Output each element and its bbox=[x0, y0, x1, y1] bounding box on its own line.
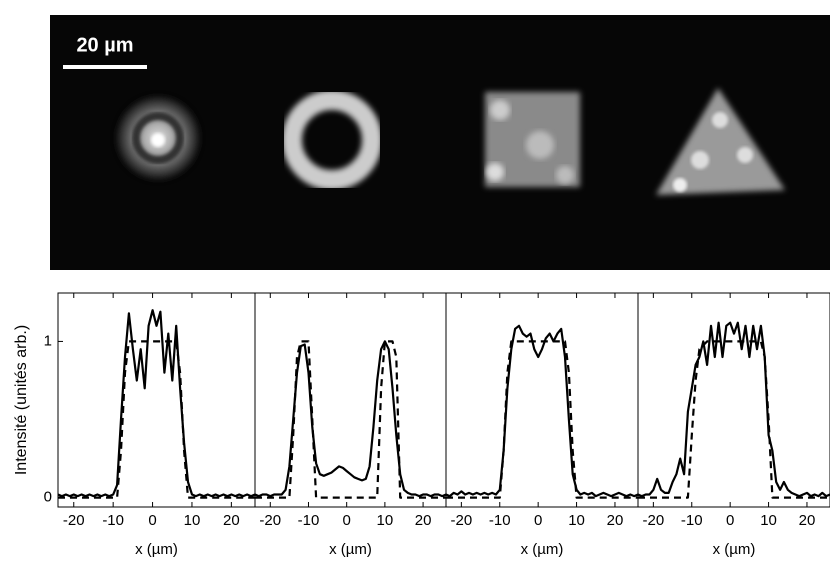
x-tick-label: 0 bbox=[148, 512, 156, 529]
x-tick-label: 0 bbox=[726, 512, 734, 529]
x-tick-label: 10 bbox=[760, 512, 777, 529]
measured-profile bbox=[637, 321, 830, 498]
x-tick-label: -10 bbox=[298, 512, 320, 529]
x-tick-label: -20 bbox=[63, 512, 85, 529]
target-profile bbox=[255, 340, 446, 499]
target-profile bbox=[638, 340, 830, 499]
target-profile bbox=[446, 340, 638, 499]
x-tick-label: -20 bbox=[259, 512, 281, 529]
x-tick-label: 0 bbox=[343, 512, 351, 529]
measured-profile bbox=[445, 324, 639, 498]
x-tick-label: -10 bbox=[681, 512, 703, 529]
x-tick-label: 20 bbox=[607, 512, 624, 529]
y-tick-label: 1 bbox=[44, 332, 52, 349]
plot-frame bbox=[637, 292, 830, 508]
x-axis-label: x (µm) bbox=[135, 541, 178, 558]
x-tick-label: 20 bbox=[799, 512, 816, 529]
measured-profile bbox=[254, 340, 447, 498]
x-tick-label: 10 bbox=[377, 512, 394, 529]
x-tick-label: 10 bbox=[184, 512, 201, 529]
x-axis-label: x (µm) bbox=[713, 541, 756, 558]
plot-frame bbox=[445, 292, 639, 508]
x-tick-label: 10 bbox=[568, 512, 585, 529]
y-axis-label: Intensité (unités arb.) bbox=[13, 325, 30, 475]
x-tick-label: -10 bbox=[102, 512, 124, 529]
x-axis-label: x (µm) bbox=[329, 541, 372, 558]
micrograph: 20 µm bbox=[50, 15, 830, 270]
y-tick-label: 0 bbox=[44, 489, 52, 506]
target-profile bbox=[58, 340, 255, 499]
measured-profile bbox=[57, 309, 256, 498]
x-axis-label: x (µm) bbox=[521, 541, 564, 558]
x-tick-label: 20 bbox=[415, 512, 432, 529]
x-tick-label: -20 bbox=[643, 512, 665, 529]
x-tick-label: 20 bbox=[223, 512, 240, 529]
scale-bar-label: 20 µm bbox=[76, 34, 133, 56]
x-tick-label: -10 bbox=[489, 512, 511, 529]
x-tick-label: -20 bbox=[451, 512, 473, 529]
x-tick-label: 0 bbox=[534, 512, 542, 529]
